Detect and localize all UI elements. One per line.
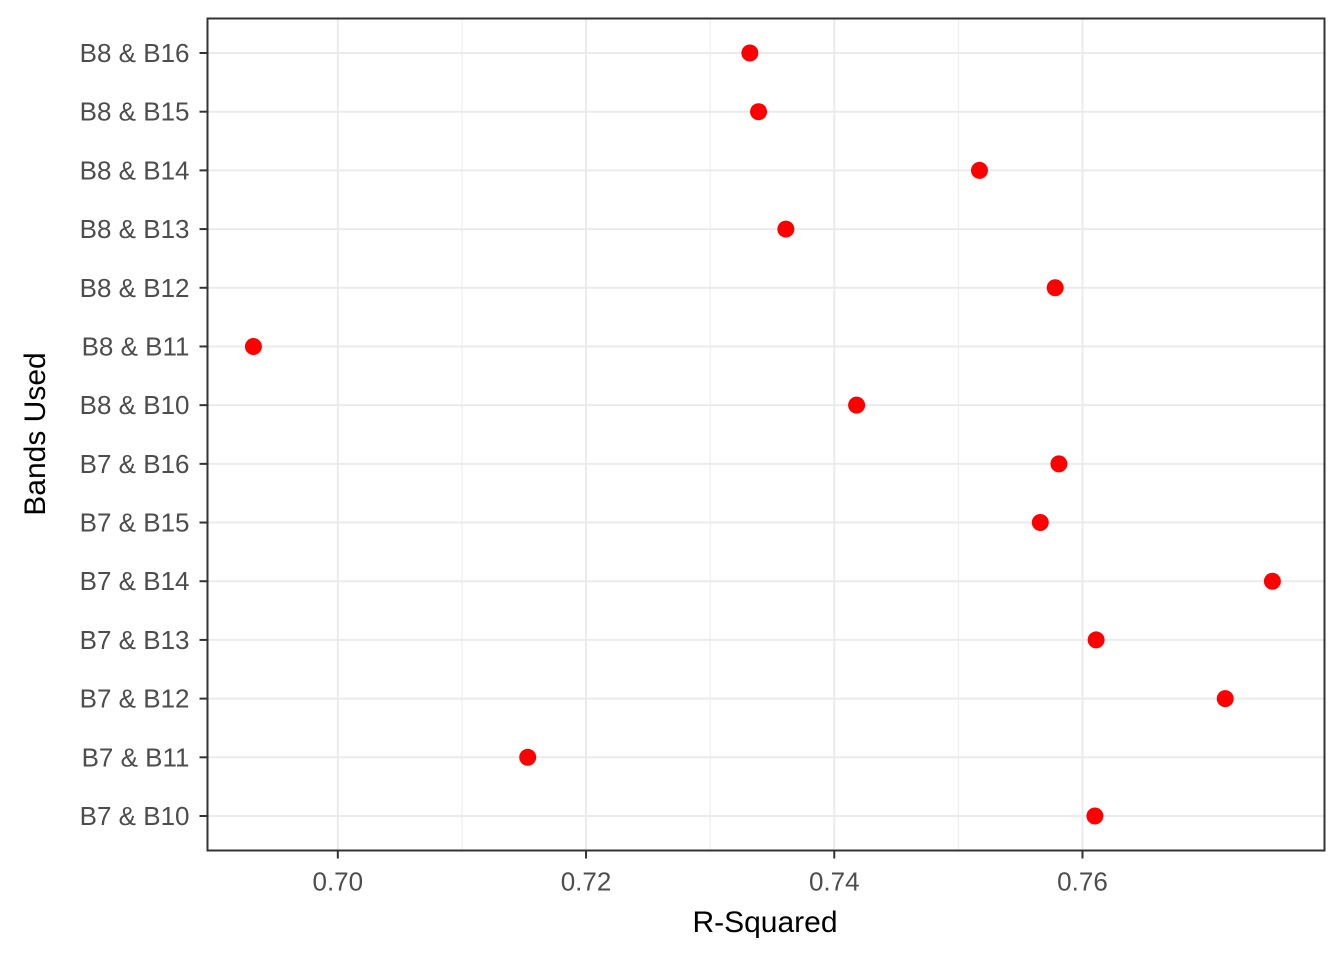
data-point bbox=[1087, 631, 1105, 649]
data-point bbox=[970, 161, 988, 179]
y-tick-label: B8 & B13 bbox=[80, 214, 190, 244]
y-tick-label: B7 & B10 bbox=[80, 801, 190, 831]
data-point bbox=[777, 220, 795, 238]
x-tick-label: 0.76 bbox=[1057, 867, 1108, 897]
y-tick-label: B8 & B14 bbox=[80, 155, 190, 185]
data-point bbox=[848, 396, 866, 414]
y-tick-label: B8 & B15 bbox=[80, 97, 190, 127]
y-tick-label: B7 & B12 bbox=[80, 684, 190, 714]
data-point bbox=[750, 103, 768, 121]
y-tick-label: B8 & B11 bbox=[82, 331, 190, 361]
data-point bbox=[741, 44, 759, 62]
y-axis-title: Bands Used bbox=[19, 352, 52, 515]
y-tick-label: B8 & B16 bbox=[80, 38, 190, 68]
points-layer bbox=[244, 44, 1281, 825]
data-point bbox=[1086, 807, 1104, 825]
data-point bbox=[1263, 572, 1281, 590]
data-point bbox=[1216, 690, 1234, 708]
x-tick-label: 0.72 bbox=[561, 867, 612, 897]
y-tick-label: B7 & B15 bbox=[80, 508, 190, 538]
x-tick-label: 0.74 bbox=[809, 867, 860, 897]
y-tick-label: B7 & B14 bbox=[80, 566, 190, 596]
y-tick-label: B7 & B16 bbox=[80, 449, 190, 479]
x-axis: 0.70 0.72 0.74 0.76 bbox=[313, 850, 1108, 897]
y-tick-label: B7 & B11 bbox=[82, 742, 190, 772]
x-axis-title: R-Squared bbox=[692, 906, 837, 939]
y-axis: B7 & B10 B7 & B11 B7 & B12 B7 & B13 B7 & B14… bbox=[80, 38, 208, 831]
x-tick-label: 0.70 bbox=[313, 867, 364, 897]
panel-border bbox=[206, 17, 1326, 852]
y-tick-label: B7 & B13 bbox=[80, 625, 190, 655]
data-point bbox=[1046, 279, 1064, 297]
data-point bbox=[1031, 514, 1049, 532]
data-point bbox=[244, 337, 262, 355]
grid-layer bbox=[207, 18, 1325, 851]
data-point bbox=[519, 748, 537, 766]
y-tick-label: B8 & B12 bbox=[80, 273, 190, 303]
data-point bbox=[1050, 455, 1068, 473]
y-tick-label: B8 & B10 bbox=[80, 390, 190, 420]
